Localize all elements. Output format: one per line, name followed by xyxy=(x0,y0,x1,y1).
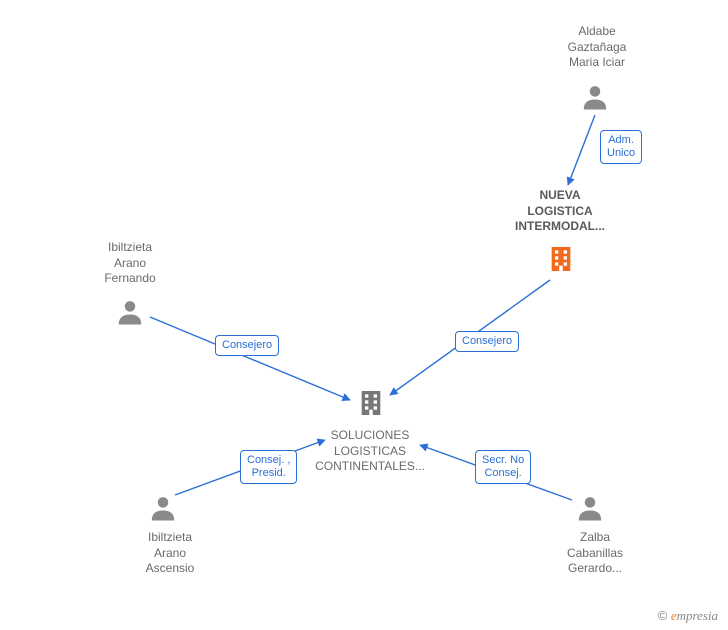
diagram-canvas: Aldabe Gaztañaga Maria Iciar NUEVA LOGIS… xyxy=(0,0,728,630)
footer-copyright: © empresia xyxy=(658,608,718,624)
node-label-fernando[interactable]: Ibiltzieta Arano Fernando xyxy=(90,240,170,287)
node-label-nueva[interactable]: NUEVA LOGISTICA INTERMODAL... xyxy=(500,188,620,235)
person-icon[interactable] xyxy=(575,493,605,528)
copyright-symbol: © xyxy=(658,608,668,623)
building-icon[interactable] xyxy=(355,387,387,424)
brand-rest: mpresia xyxy=(677,608,718,623)
edge-line xyxy=(568,115,595,185)
person-icon[interactable] xyxy=(115,297,145,332)
edge-line xyxy=(150,317,350,400)
building-icon[interactable] xyxy=(545,243,577,280)
edge-label[interactable]: Consej. , Presid. xyxy=(240,450,297,484)
node-label-aldabe[interactable]: Aldabe Gaztañaga Maria Iciar xyxy=(557,24,637,71)
node-label-soluciones[interactable]: SOLUCIONES LOGISTICAS CONTINENTALES... xyxy=(305,428,435,475)
edge-label[interactable]: Adm. Unico xyxy=(600,130,642,164)
edge-label[interactable]: Secr. No Consej. xyxy=(475,450,531,484)
edge-label[interactable]: Consejero xyxy=(455,331,519,352)
node-label-ascensio[interactable]: Ibiltzieta Arano Ascensio xyxy=(130,530,210,577)
node-label-zalba[interactable]: Zalba Cabanillas Gerardo... xyxy=(555,530,635,577)
person-icon[interactable] xyxy=(148,493,178,528)
edge-label[interactable]: Consejero xyxy=(215,335,279,356)
person-icon[interactable] xyxy=(580,82,610,117)
